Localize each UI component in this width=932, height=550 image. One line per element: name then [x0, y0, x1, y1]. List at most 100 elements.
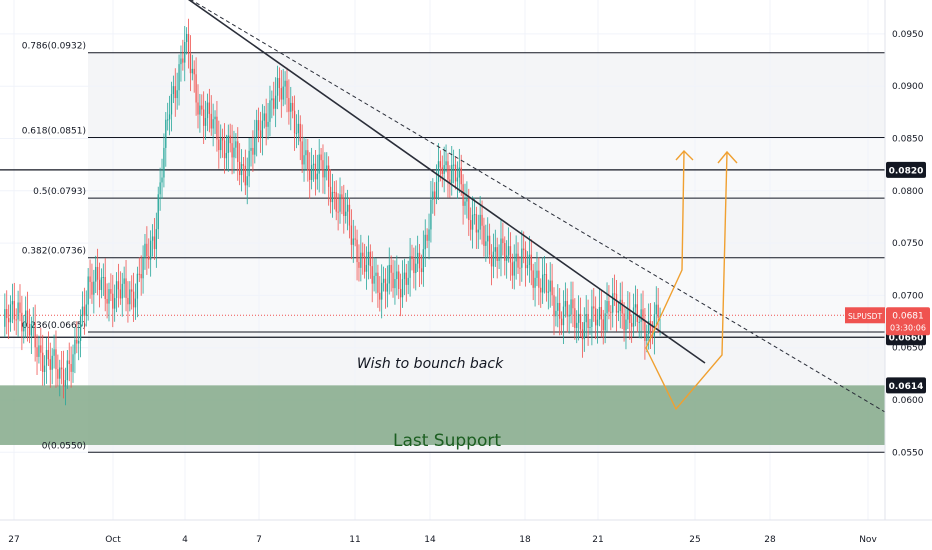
candle-body: [223, 140, 226, 159]
candle-body: [615, 293, 618, 313]
candle-body: [655, 304, 657, 315]
price-tick-label: 0.0650: [892, 344, 924, 354]
candle-body: [248, 150, 250, 177]
candle-body: [157, 194, 159, 230]
candle-body: [367, 251, 370, 265]
candle-body: [589, 326, 591, 328]
candle-body: [595, 308, 597, 326]
candle-body: [28, 323, 31, 336]
candle-body: [123, 278, 125, 284]
candle-body: [390, 264, 392, 273]
candle-body: [34, 323, 36, 348]
candle-body: [540, 287, 542, 293]
candle-body: [51, 355, 53, 370]
candle-body: [413, 258, 415, 274]
candle-body: [638, 321, 640, 323]
candle-body: [185, 34, 188, 43]
candle-body: [583, 322, 585, 340]
candle-body: [541, 274, 544, 293]
candle-body: [256, 120, 258, 138]
fib-band: [88, 52, 885, 138]
candle-body: [153, 236, 156, 250]
candle-body: [36, 347, 38, 357]
candle-body: [401, 279, 404, 298]
candle-body: [324, 170, 326, 178]
candle-body: [280, 88, 282, 100]
candle-body: [362, 252, 364, 257]
candle-body: [288, 98, 290, 112]
candle-body: [237, 141, 239, 162]
candle-body: [155, 229, 157, 250]
candle-body: [534, 277, 536, 288]
candle-body: [21, 312, 23, 332]
candle-body: [32, 323, 34, 325]
current-price-label: 0.0681: [892, 311, 924, 321]
candle-body: [490, 254, 493, 267]
candle-body: [644, 321, 646, 341]
candle-body: [72, 354, 74, 372]
candle-body: [134, 298, 137, 308]
candle-body: [74, 339, 76, 355]
candle-body: [591, 306, 593, 327]
currency-unit-button[interactable]: USDT: [895, 6, 927, 24]
candle-body: [528, 254, 531, 265]
candle-body: [532, 270, 534, 288]
candle-body: [261, 120, 264, 138]
candle-body: [487, 235, 489, 242]
candle-body: [208, 102, 211, 114]
candle-body: [159, 182, 161, 195]
candle-body: [49, 359, 51, 370]
candle-body: [13, 301, 15, 320]
candle-body: [115, 281, 118, 299]
candle-body: [189, 53, 192, 74]
candle-body: [352, 238, 354, 245]
symbol-tag-label: SLPUSDT: [848, 312, 882, 321]
candle-body: [418, 252, 421, 269]
time-tick-label: 25: [689, 535, 700, 545]
candle-body: [468, 199, 470, 221]
candle-body: [9, 304, 12, 323]
price-tick-label: 0.0850: [892, 135, 924, 145]
candle-body: [600, 307, 602, 320]
candle-body: [443, 165, 445, 174]
symbol-tag-bg: [845, 307, 885, 324]
candle-body: [426, 234, 428, 241]
candle-body: [432, 191, 434, 200]
candle-body: [102, 277, 104, 279]
candle-body: [242, 164, 245, 166]
candle-body: [369, 251, 371, 267]
candle-body: [267, 121, 269, 127]
candle-body: [596, 319, 599, 326]
candle-body: [610, 311, 612, 313]
candle-body: [507, 246, 510, 256]
support-zone-label: Last Support: [393, 431, 501, 451]
candle-body: [129, 289, 131, 305]
candle-body: [424, 234, 426, 250]
candle-body: [574, 308, 576, 328]
projection-arrow-2: [675, 149, 694, 161]
candle-body: [201, 105, 203, 110]
candle-body: [559, 302, 561, 319]
candle-body: [132, 291, 135, 308]
candle-body: [93, 281, 95, 295]
candle-body: [434, 191, 436, 198]
candle-body: [212, 119, 214, 129]
candle-body: [295, 133, 298, 135]
candle-body: [547, 291, 549, 293]
candle-body: [221, 137, 224, 141]
candle-body: [79, 316, 82, 341]
candle-body: [382, 278, 385, 283]
candle-body: [405, 272, 407, 285]
candle-body: [282, 86, 284, 100]
candle-body: [210, 113, 212, 129]
candle-body: [496, 247, 498, 261]
candle-body: [428, 229, 430, 241]
trend-line-dashed: [190, 0, 886, 413]
plot-area: [0, 0, 885, 520]
candle-body: [464, 201, 466, 206]
candle-body: [240, 164, 243, 176]
candle-body: [420, 268, 423, 273]
time-tick-label: Nov: [859, 535, 877, 545]
candle-body: [343, 199, 345, 217]
candle-body: [110, 289, 112, 294]
